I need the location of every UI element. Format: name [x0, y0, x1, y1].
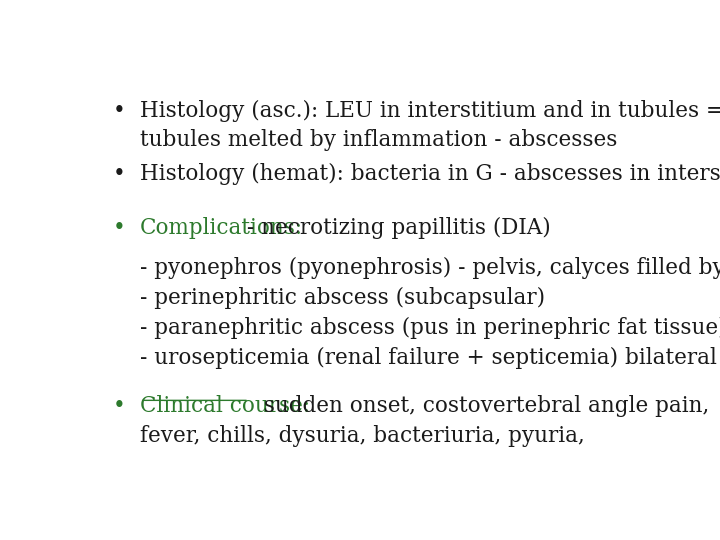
Text: sudden onset, costovertebral angle pain,: sudden onset, costovertebral angle pain, [250, 395, 709, 417]
Text: - urosepticemia (renal failure + septicemia) bilateral pyelon.: - urosepticemia (renal failure + septice… [140, 347, 720, 369]
Text: tubules melted by inflammation - abscesses: tubules melted by inflammation - abscess… [140, 129, 618, 151]
Text: - pyonephros (pyonephrosis) - pelvis, calyces filled by pus: - pyonephros (pyonephrosis) - pelvis, ca… [140, 257, 720, 279]
Text: Histology (asc.): LEU in interstitium and in tubules =: Histology (asc.): LEU in interstitium an… [140, 100, 720, 122]
Text: fever, chills, dysuria, bacteriuria, pyuria,: fever, chills, dysuria, bacteriuria, pyu… [140, 426, 585, 447]
Text: •: • [112, 395, 125, 417]
Text: •: • [112, 100, 125, 122]
Text: Complications:: Complications: [140, 217, 303, 239]
Text: - paranephritic abscess (pus in perinephric fat tissue): - paranephritic abscess (pus in perineph… [140, 317, 720, 339]
Text: •: • [112, 217, 125, 239]
Text: •: • [112, 163, 125, 185]
Text: Histology (hemat): bacteria in G - abscesses in interstitium: Histology (hemat): bacteria in G - absce… [140, 163, 720, 185]
Text: - necrotizing papillitis (DIA): - necrotizing papillitis (DIA) [240, 217, 550, 239]
Text: - perinephritic abscess (subcapsular): - perinephritic abscess (subcapsular) [140, 287, 545, 309]
Text: Clinical course:: Clinical course: [140, 395, 310, 417]
